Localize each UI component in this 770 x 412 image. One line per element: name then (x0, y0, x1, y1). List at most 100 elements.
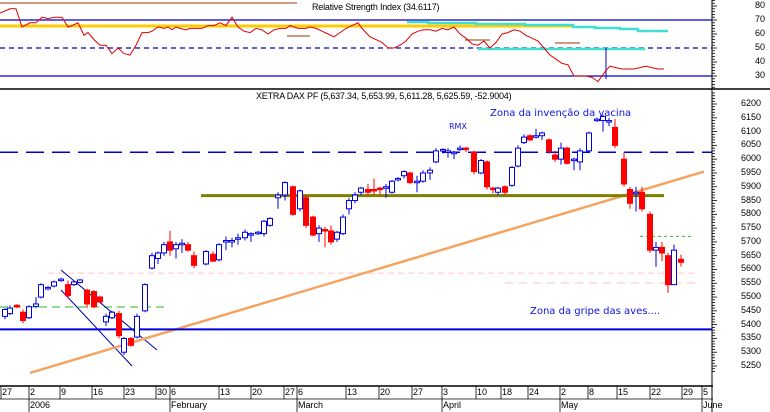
candle (134, 313, 140, 339)
candle-body (509, 166, 515, 186)
candle-body (451, 151, 457, 155)
price-panel (0, 115, 712, 375)
price-y-tick-label: 5800 (741, 208, 762, 219)
candle-body (521, 136, 527, 144)
candle (389, 179, 395, 194)
candle (173, 241, 179, 259)
candle-body (103, 315, 109, 323)
candle-body (633, 191, 639, 195)
candle-body (77, 279, 83, 283)
candle-body (261, 220, 267, 235)
x-day-label: 8 (589, 387, 595, 397)
candle-body (639, 191, 645, 210)
candle (495, 186, 501, 196)
candle (546, 138, 552, 154)
candle-body (173, 244, 179, 250)
candle-body (346, 200, 352, 210)
candle-body (383, 186, 389, 189)
candle-body (328, 230, 334, 243)
candle (395, 177, 401, 182)
price-y-tick-label: 5850 (741, 194, 762, 205)
candle-body (502, 186, 508, 193)
candle-body (282, 182, 288, 196)
candle-body (310, 216, 316, 236)
candle-body (51, 281, 57, 287)
candle-body (267, 217, 273, 226)
rsi-y-tick-label: 30 (755, 70, 766, 80)
price-y-tick-label: 6000 (741, 153, 762, 164)
price-y-tick-label: 5350 (741, 332, 762, 343)
x-day-label: 20 (380, 387, 391, 397)
candle (463, 146, 469, 153)
price-y-tick-label: 5500 (741, 291, 762, 302)
x-day-label: 6 (298, 387, 304, 397)
candle-body (255, 231, 261, 235)
candle (334, 230, 340, 242)
candle (451, 150, 457, 160)
candle-body (65, 284, 71, 297)
candle (282, 181, 288, 201)
candle (316, 225, 322, 242)
price-y-tick-label: 5250 (741, 360, 762, 370)
price-y-tick-label: 5450 (741, 304, 762, 315)
candle-body (149, 255, 155, 269)
x-month-label: April (443, 400, 462, 410)
candle-body (612, 126, 618, 146)
candle-body (653, 246, 659, 251)
candle-body (322, 228, 328, 232)
candle-body (484, 161, 490, 188)
x-day-label: 27 (285, 387, 296, 397)
candle (149, 252, 155, 270)
x-day-label: 29 (683, 387, 694, 397)
candle (128, 337, 134, 347)
candle-body (84, 289, 90, 305)
x-day-label: 13 (220, 387, 231, 397)
candle (229, 237, 235, 248)
x-day-label: 9 (61, 387, 67, 397)
candle (586, 131, 592, 153)
candle-body (389, 180, 395, 193)
candle (235, 233, 241, 245)
candle-body (678, 258, 684, 263)
candle-body (58, 278, 64, 282)
candle-body (621, 158, 627, 185)
candle-body (248, 233, 254, 236)
x-day-label: 27 (413, 387, 424, 397)
candle-body (445, 150, 451, 153)
candle-body (223, 240, 229, 243)
candle-body (457, 147, 463, 151)
x-day-label: 30 (157, 387, 168, 397)
candle-body (377, 187, 383, 191)
candle (440, 148, 446, 154)
candle-body (533, 135, 539, 138)
axes (0, 0, 717, 412)
candle (509, 166, 515, 187)
candle (564, 146, 570, 165)
candle-body (401, 171, 407, 177)
rsi-cyan-downtrend (407, 20, 668, 33)
candle-body (515, 147, 521, 167)
candle-body (407, 172, 413, 184)
candle-body (334, 231, 340, 240)
candle (346, 197, 352, 215)
candle (116, 310, 122, 339)
candle-body (116, 313, 122, 337)
x-day-label: 16 (93, 387, 104, 397)
candle (552, 150, 558, 162)
candle (533, 128, 539, 139)
candle-body (303, 197, 309, 226)
candle (267, 217, 273, 227)
candle-body (577, 150, 583, 163)
candle (371, 178, 377, 196)
candle (248, 232, 254, 242)
price-y-tick-label: 5900 (741, 180, 762, 191)
candle (633, 186, 639, 212)
candle-body (414, 180, 420, 184)
candle (216, 243, 222, 262)
candle (471, 150, 477, 175)
candle (223, 236, 229, 251)
candle-body (671, 249, 677, 286)
candle (340, 214, 346, 236)
candle-body (600, 115, 606, 122)
candle-body (91, 291, 97, 308)
